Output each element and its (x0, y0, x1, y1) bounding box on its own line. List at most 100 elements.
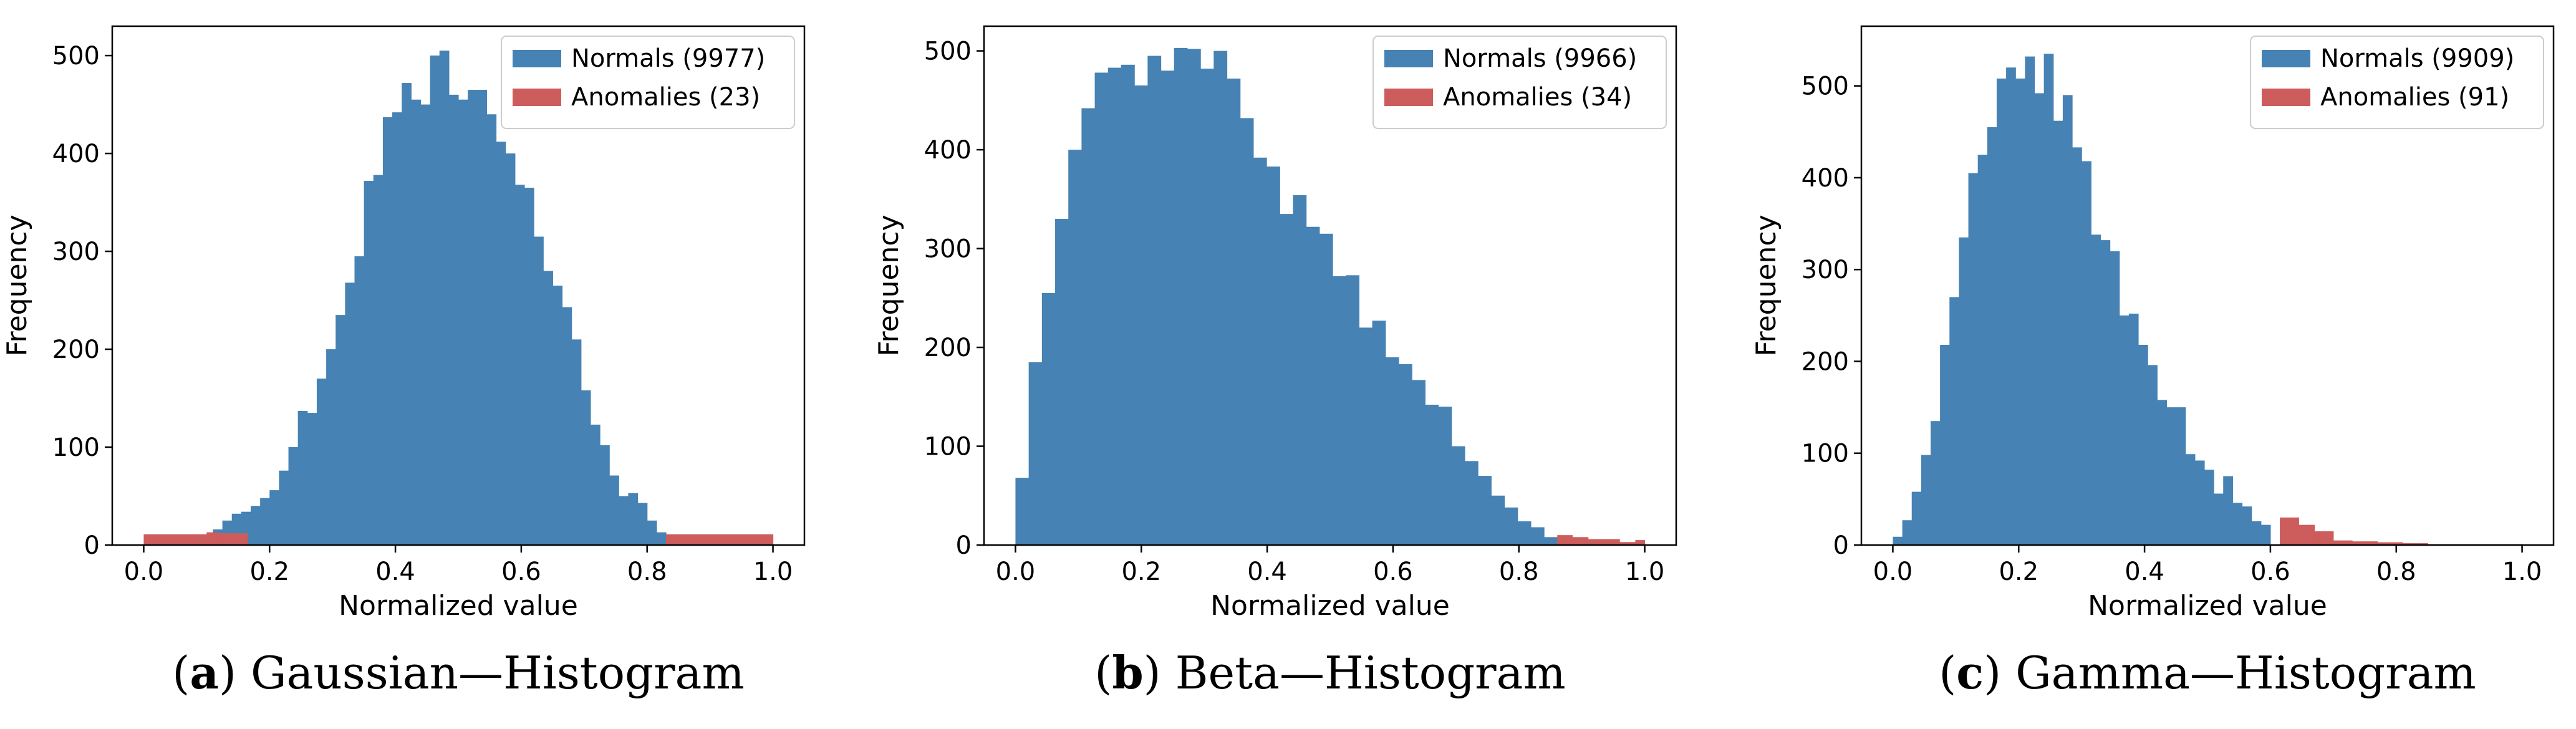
panel-b-normal-bar-20 (1280, 214, 1294, 546)
panel-a-normal-bar-16 (354, 256, 365, 545)
panel-a-normal-bar-47 (647, 520, 657, 545)
panel-a-normal-bar-17 (364, 181, 374, 545)
panel-b-normal-bar-0 (1015, 478, 1030, 545)
panel-a-anomaly-bar-3 (206, 532, 220, 545)
panel-c-normal-bar-14 (2025, 56, 2035, 546)
panel-c-normal-bar-7 (1959, 237, 1969, 545)
panel-a-legend-swatch-normals (513, 50, 561, 67)
panel-c-anomaly-bar-4 (2352, 541, 2378, 545)
panel-c: 0.0 0.2 0.4 0.6 0.8 1.0 0 100 200 300 400 500 Norm… (1750, 25, 2555, 699)
panel-a-legend-box (501, 36, 795, 129)
panel-c-y-tick-label-4: 400 (1802, 164, 1849, 193)
panel-c-plot-frame (1860, 25, 2555, 546)
panel-c-normal-bar-38 (2251, 521, 2262, 545)
panel-b-normal-bar-28 (1385, 357, 1399, 545)
panel-b-x-tick-label-0: 0.0 (996, 558, 1036, 586)
panel-b-normal-bar-37 (1504, 507, 1518, 545)
panel-a-normal-bar-31 (496, 142, 506, 546)
panel-a-x-axis-label: Normalized value (339, 590, 578, 622)
panel-a-y-tick-label-3: 300 (52, 238, 100, 266)
panel-c-legend-label-normals: Normals (9909) (2320, 44, 2514, 73)
panel-b-anomaly-bar-4 (1619, 542, 1636, 545)
panel-a-normal-bar-21 (402, 83, 412, 546)
panel-b-x-tick-label-1: 0.2 (1121, 558, 1161, 586)
panel-b-legend-box (1372, 36, 1667, 129)
panel-b-normal-bar-23 (1319, 233, 1333, 545)
panel-b-normal-bar-19 (1266, 167, 1280, 545)
panel-b-normal-bar-5 (1081, 108, 1096, 546)
panel-b-normal-bar-26 (1359, 327, 1373, 545)
panel-b-anomaly-bar-5 (1635, 540, 1646, 545)
panel-b-normal-bar-40 (1544, 537, 1558, 545)
panel-c-normal-bar-4 (1931, 421, 1941, 545)
panel-c-normal-bar-15 (2034, 93, 2045, 545)
panel-b-anomaly-bar-0 (1557, 535, 1573, 545)
panel-b-x-tick-label-3: 0.6 (1373, 558, 1413, 586)
panel-c-normal-bar-39 (2260, 524, 2271, 545)
panel-a-normal-bar-42 (600, 445, 610, 545)
panel-c-anomaly-bar-6 (2402, 543, 2428, 545)
panel-a-normal-bar-14 (335, 315, 345, 545)
panel-b-x-axis-label: Normalized value (1210, 590, 1450, 622)
panel-b-normal-bar-29 (1398, 364, 1412, 545)
panel-a-normal-bar-19 (382, 117, 393, 546)
panel-b-normal-bar-14 (1200, 69, 1214, 545)
panel-a-legend: Normals (9977) Anomalies (23) (501, 36, 795, 129)
panel-a-normal-bar-22 (411, 99, 422, 546)
panel-b-normal-bar-21 (1293, 195, 1307, 545)
panel-a-x-tick-label-0: 0.0 (124, 558, 164, 586)
panel-a-normal-bar-13 (326, 349, 336, 545)
panel-b-legend-swatch-anomalies (1384, 89, 1433, 106)
panel-c-x-tick-label-2: 0.4 (2125, 558, 2164, 586)
panel-c-normal-bar-36 (2232, 503, 2243, 545)
panel-b-normal-bar-33 (1451, 446, 1465, 545)
panel-c-y-axis-label: Frequency (1750, 215, 1782, 356)
panel-b-normal-bar-1 (1028, 362, 1043, 545)
panel-a-y-axis-label: Frequency (1, 215, 33, 356)
panel-b-normal-bar-34 (1464, 461, 1479, 545)
panel-c-anomaly-bar-5 (2377, 542, 2403, 545)
panel-c-normal-bar-2 (1911, 491, 1922, 545)
panel-a-normal-bar-15 (345, 282, 355, 545)
panel-c-legend-label-anomalies: Anomalies (91) (2320, 83, 2509, 112)
panel-b-y-tick-label-1: 100 (924, 433, 972, 461)
panel-c-x-axis-label: Normalized value (2088, 590, 2327, 622)
panel-a-legend-swatch-anomalies (513, 89, 561, 106)
panel-c-normal-bar-29 (2166, 407, 2177, 545)
panel-c-normal-bar-27 (2148, 365, 2158, 545)
panel-c-normal-bar-25 (2128, 313, 2139, 545)
panel-a-normal-bar-33 (514, 185, 525, 545)
panel-c-anomaly-bar-2 (2314, 531, 2334, 545)
panel-b-normal-bar-11 (1160, 70, 1175, 545)
panel-c-x-tick-label-3: 0.6 (2250, 558, 2290, 586)
panel-b-caption: (b) Beta—Histogram (1094, 646, 1566, 699)
panel-a-y-tick-label-1: 100 (52, 433, 100, 462)
panel-c-y-tick-label-2: 200 (1802, 347, 1849, 376)
panel-a-x-tick-label-3: 0.6 (501, 558, 541, 586)
panel-b-normal-bar-39 (1530, 527, 1545, 545)
panel-b-normal-bar-6 (1094, 72, 1109, 546)
panel-b: 0.0 0.2 0.4 0.6 0.8 1.0 0 100 200 300 400 500 Norm… (873, 25, 1677, 699)
panel-a-anomaly-bar-4 (219, 533, 248, 545)
panel-c-normal-bar-19 (2072, 147, 2082, 545)
panel-a-normal-bar-45 (628, 493, 639, 545)
panel-b-anomaly-bar-2 (1588, 539, 1604, 545)
panel-b-y-tick-label-3: 300 (924, 235, 972, 264)
panel-c-normal-bar-1 (1902, 520, 1913, 545)
panel-b-normal-bar-3 (1055, 219, 1069, 545)
panel-b-legend: Normals (9966) Anomalies (34) (1372, 36, 1667, 129)
panel-a-plot-frame (111, 25, 806, 546)
panel-b-normal-bar-7 (1107, 67, 1122, 545)
panel-a-normal-bar-44 (619, 496, 629, 545)
panel-b-y-tick-label-0: 0 (956, 531, 972, 560)
panel-c-bars (1893, 54, 2523, 546)
panel-b-normal-bar-17 (1240, 118, 1254, 545)
panel-b-normal-bar-30 (1412, 380, 1425, 545)
panel-b-normal-bar-12 (1174, 47, 1188, 546)
panel-a: 0.0 0.2 0.4 0.6 0.8 1.0 0 100 200 300 400 500 Norm… (1, 25, 806, 699)
panel-b-normal-bar-25 (1346, 275, 1360, 545)
panel-b-legend-label-normals: Normals (9966) (1443, 44, 1637, 73)
panel-c-normal-bar-24 (2119, 315, 2130, 545)
panel-c-normal-bar-21 (2091, 234, 2101, 545)
